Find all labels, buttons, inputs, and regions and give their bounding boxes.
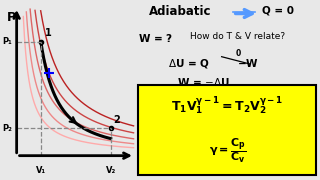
Text: $\mathbf{T_1 V_1^{\gamma - 1} = T_2 V_2^{\gamma - 1}}$: $\mathbf{T_1 V_1^{\gamma - 1} = T_2 V_2^… bbox=[171, 95, 284, 117]
Text: $\mathbf{\gamma = \dfrac{C_p}{C_v}}$: $\mathbf{\gamma = \dfrac{C_p}{C_v}}$ bbox=[209, 137, 246, 165]
Text: Adiabatic: Adiabatic bbox=[149, 5, 212, 18]
Text: P₂: P₂ bbox=[2, 123, 12, 132]
Text: P: P bbox=[7, 10, 16, 24]
Text: W = $-\Delta$U: W = $-\Delta$U bbox=[177, 76, 230, 88]
FancyBboxPatch shape bbox=[138, 85, 316, 175]
Text: V₂: V₂ bbox=[106, 166, 116, 175]
Text: 0: 0 bbox=[236, 50, 241, 59]
Text: V₁: V₁ bbox=[36, 166, 46, 175]
Text: 1: 1 bbox=[45, 28, 52, 39]
Text: W = $\boldsymbol{?}$: W = $\boldsymbol{?}$ bbox=[138, 32, 173, 44]
Text: How do T & V relate?: How do T & V relate? bbox=[190, 32, 285, 41]
Text: $\bf{-}$W: $\bf{-}$W bbox=[237, 57, 259, 69]
Text: $\Delta$U = Q: $\Delta$U = Q bbox=[168, 57, 210, 70]
Text: P₁: P₁ bbox=[2, 37, 12, 46]
Text: Q = 0: Q = 0 bbox=[262, 5, 294, 15]
Text: 2: 2 bbox=[113, 115, 120, 125]
